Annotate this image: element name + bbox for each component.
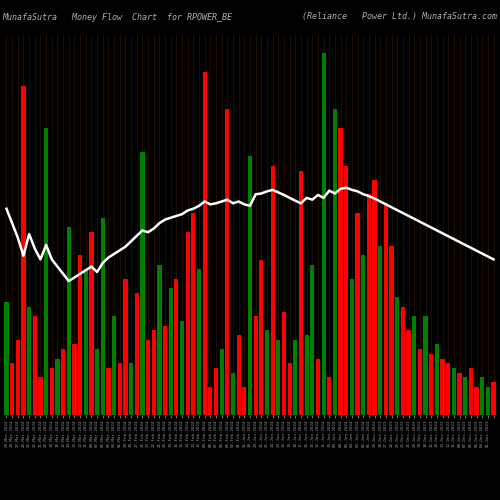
- Bar: [231, 372, 235, 415]
- Bar: [474, 387, 478, 415]
- Bar: [10, 364, 14, 415]
- Bar: [124, 278, 128, 415]
- Bar: [469, 368, 473, 415]
- Bar: [440, 358, 444, 415]
- Bar: [316, 358, 320, 415]
- Bar: [236, 335, 241, 415]
- Bar: [78, 255, 82, 415]
- Bar: [458, 372, 462, 415]
- Bar: [191, 213, 196, 415]
- Bar: [163, 326, 167, 415]
- Bar: [202, 72, 207, 415]
- Bar: [61, 349, 65, 415]
- Bar: [146, 340, 150, 415]
- Bar: [412, 316, 416, 415]
- Bar: [38, 378, 42, 415]
- Bar: [333, 110, 337, 415]
- Bar: [174, 278, 178, 415]
- Bar: [16, 340, 20, 415]
- Bar: [100, 218, 105, 415]
- Bar: [140, 152, 144, 415]
- Bar: [452, 368, 456, 415]
- Bar: [72, 344, 76, 415]
- Bar: [112, 316, 116, 415]
- Bar: [106, 368, 110, 415]
- Bar: [372, 180, 376, 415]
- Bar: [50, 368, 54, 415]
- Bar: [32, 316, 37, 415]
- Bar: [254, 316, 258, 415]
- Bar: [322, 53, 326, 415]
- Bar: [276, 340, 280, 415]
- Bar: [299, 170, 303, 415]
- Bar: [95, 349, 99, 415]
- Bar: [350, 278, 354, 415]
- Bar: [186, 232, 190, 415]
- Bar: [327, 378, 332, 415]
- Bar: [197, 270, 201, 415]
- Bar: [446, 364, 450, 415]
- Bar: [361, 255, 366, 415]
- Bar: [84, 270, 88, 415]
- Bar: [220, 349, 224, 415]
- Bar: [356, 213, 360, 415]
- Bar: [424, 316, 428, 415]
- Bar: [27, 307, 31, 415]
- Bar: [378, 246, 382, 415]
- Bar: [134, 293, 139, 415]
- Bar: [282, 312, 286, 415]
- Bar: [180, 321, 184, 415]
- Text: MunafaSutra   Money Flow  Chart  for RPOWER_BE: MunafaSutra Money Flow Chart for RPOWER_…: [2, 12, 232, 22]
- Bar: [152, 330, 156, 415]
- Bar: [288, 364, 292, 415]
- Bar: [168, 288, 173, 415]
- Bar: [270, 166, 275, 415]
- Bar: [293, 340, 298, 415]
- Bar: [129, 364, 133, 415]
- Bar: [208, 387, 212, 415]
- Bar: [367, 194, 371, 415]
- Bar: [463, 378, 468, 415]
- Bar: [158, 264, 162, 415]
- Bar: [486, 387, 490, 415]
- Bar: [242, 387, 246, 415]
- Bar: [418, 349, 422, 415]
- Bar: [401, 307, 405, 415]
- Bar: [406, 330, 410, 415]
- Bar: [390, 246, 394, 415]
- Bar: [225, 110, 230, 415]
- Bar: [22, 86, 26, 415]
- Bar: [259, 260, 264, 415]
- Bar: [435, 344, 439, 415]
- Bar: [248, 156, 252, 415]
- Bar: [4, 302, 8, 415]
- Bar: [429, 354, 434, 415]
- Bar: [492, 382, 496, 415]
- Bar: [310, 264, 314, 415]
- Bar: [480, 378, 484, 415]
- Bar: [395, 298, 400, 415]
- Text: (Reliance   Power Ltd.) MunafaSutra.com: (Reliance Power Ltd.) MunafaSutra.com: [302, 12, 498, 22]
- Bar: [90, 232, 94, 415]
- Bar: [66, 227, 71, 415]
- Bar: [214, 368, 218, 415]
- Bar: [118, 364, 122, 415]
- Bar: [344, 166, 348, 415]
- Bar: [384, 204, 388, 415]
- Bar: [56, 358, 60, 415]
- Bar: [44, 128, 48, 415]
- Bar: [265, 330, 269, 415]
- Bar: [338, 128, 342, 415]
- Bar: [304, 335, 309, 415]
